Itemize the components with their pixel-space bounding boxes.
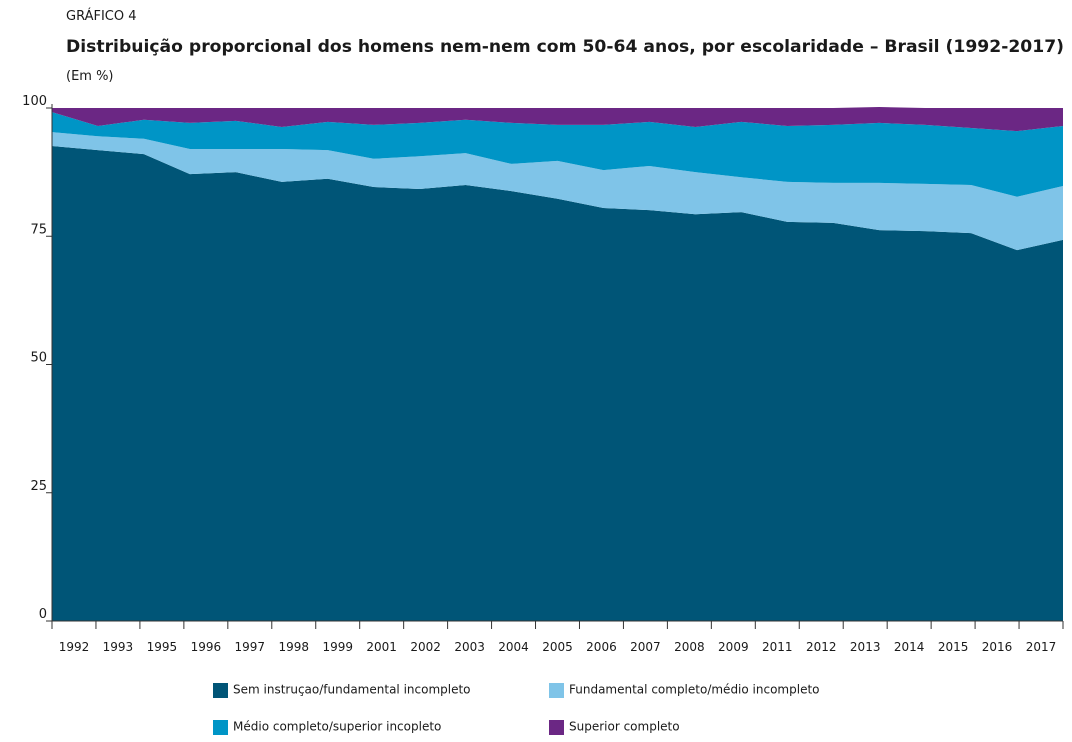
x-tick-label: 2003 bbox=[454, 640, 485, 654]
x-tick-label: 2011 bbox=[762, 640, 793, 654]
y-tick-label: 25 bbox=[30, 479, 47, 494]
y-tick-label: 100 bbox=[22, 94, 47, 109]
x-tick-label: 1998 bbox=[278, 640, 309, 654]
chart-title: Distribuição proporcional dos homens nem… bbox=[66, 37, 1064, 57]
x-tick-label: 1996 bbox=[191, 640, 222, 654]
area bbox=[52, 112, 1063, 197]
y-tick-label: 50 bbox=[30, 351, 47, 366]
area bbox=[52, 106, 1063, 132]
legend-label: Superior completo bbox=[569, 720, 680, 734]
x-tick-label: 2008 bbox=[674, 640, 705, 654]
legend-swatch bbox=[549, 683, 564, 698]
x-tick-label: 2017 bbox=[1026, 640, 1057, 654]
legend-label: Médio completo/superior incopleto bbox=[233, 720, 441, 734]
y-tick-label: 75 bbox=[30, 222, 47, 237]
legend-label: Fundamental completo/médio incompleto bbox=[569, 683, 820, 697]
x-tick-label: 2012 bbox=[806, 640, 837, 654]
x-tick-label: 2002 bbox=[410, 640, 441, 654]
legend-label: Sem instruçao/fundamental incompleto bbox=[233, 683, 471, 697]
area bbox=[52, 145, 1063, 621]
kicker: GRÁFICO 4 bbox=[66, 8, 137, 24]
x-tick-label: 2014 bbox=[894, 640, 925, 654]
x-tick-label: 2013 bbox=[850, 640, 881, 654]
x-tick-label: 2004 bbox=[498, 640, 529, 654]
x-tick-label: 1997 bbox=[235, 640, 266, 654]
x-tick-label: 2005 bbox=[542, 640, 573, 654]
x-tick-label: 1993 bbox=[103, 640, 134, 654]
x-tick-label: 2015 bbox=[938, 640, 969, 654]
legend-swatch bbox=[549, 720, 564, 735]
x-tick-label: 2016 bbox=[982, 640, 1013, 654]
y-tick-label: 0 bbox=[39, 607, 47, 622]
x-tick-label: 1992 bbox=[59, 640, 90, 654]
chart-subtitle: (Em %) bbox=[66, 69, 114, 84]
area bbox=[52, 132, 1063, 251]
x-tick-label: 2001 bbox=[366, 640, 397, 654]
legend-swatch bbox=[213, 720, 228, 735]
x-tick-label: 2006 bbox=[586, 640, 617, 654]
x-tick-label: 2009 bbox=[718, 640, 749, 654]
x-tick-label: 1999 bbox=[322, 640, 353, 654]
x-tick-label: 1995 bbox=[147, 640, 178, 654]
legend-swatch bbox=[213, 683, 228, 698]
x-tick-label: 2007 bbox=[630, 640, 661, 654]
